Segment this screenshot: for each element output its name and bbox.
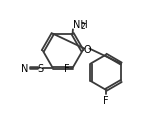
Text: F: F — [63, 63, 69, 73]
Text: O: O — [83, 44, 91, 54]
Text: 2: 2 — [81, 22, 86, 31]
Text: N: N — [21, 63, 29, 73]
Text: F: F — [103, 95, 109, 105]
Text: NH: NH — [73, 19, 88, 29]
Text: S: S — [37, 63, 43, 73]
